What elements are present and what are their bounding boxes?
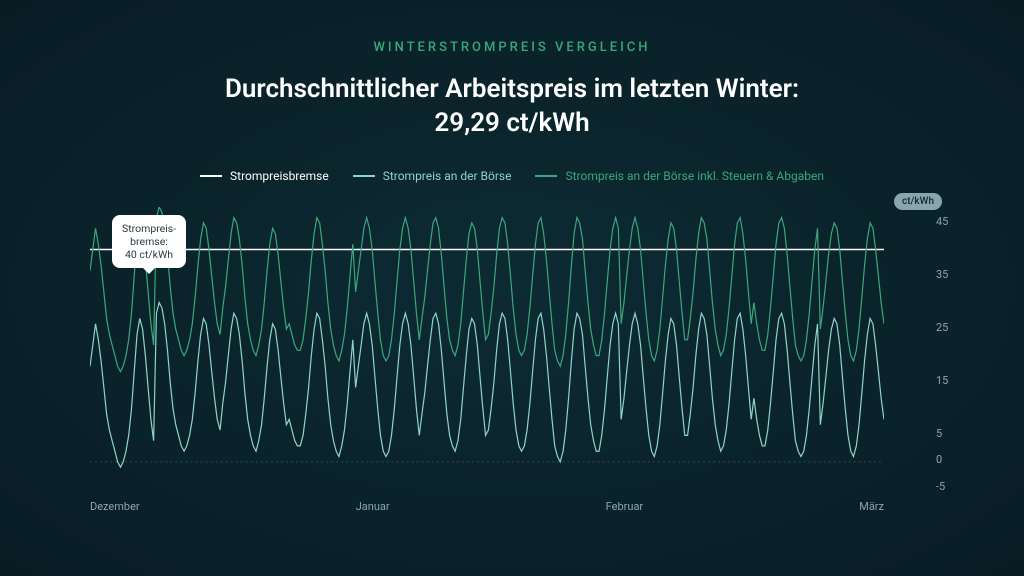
legend-swatch <box>535 175 557 177</box>
chart-svg <box>90 207 884 488</box>
legend-item-brake: Strompreisbremse <box>200 169 329 183</box>
legend-label: Strompreis an der Börse inkl. Steuern & … <box>565 169 824 183</box>
page-title: Durchschnittlicher Arbeitspreis im letzt… <box>80 73 944 141</box>
brake-tooltip: Strompreis-bremse:40 ct/kWh <box>112 215 186 268</box>
x-axis-labels: DezemberJanuarFebruarMärz <box>90 500 884 513</box>
legend-item-market-tax: Strompreis an der Börse inkl. Steuern & … <box>535 169 824 183</box>
legend-item-market: Strompreis an der Börse <box>353 169 512 183</box>
eyebrow-label: WINTERSTROMPREIS VERGLEICH <box>80 40 944 55</box>
legend-label: Strompreis an der Börse <box>383 169 512 183</box>
y-axis-unit-badge: ct/kWh <box>894 193 942 210</box>
chart-area: ct/kWh Strompreis-bremse:40 ct/kWh 45352… <box>90 207 884 487</box>
legend-label: Strompreisbremse <box>230 169 329 183</box>
legend-swatch <box>200 175 222 177</box>
legend: Strompreisbremse Strompreis an der Börse… <box>80 169 944 183</box>
legend-swatch <box>353 175 375 177</box>
